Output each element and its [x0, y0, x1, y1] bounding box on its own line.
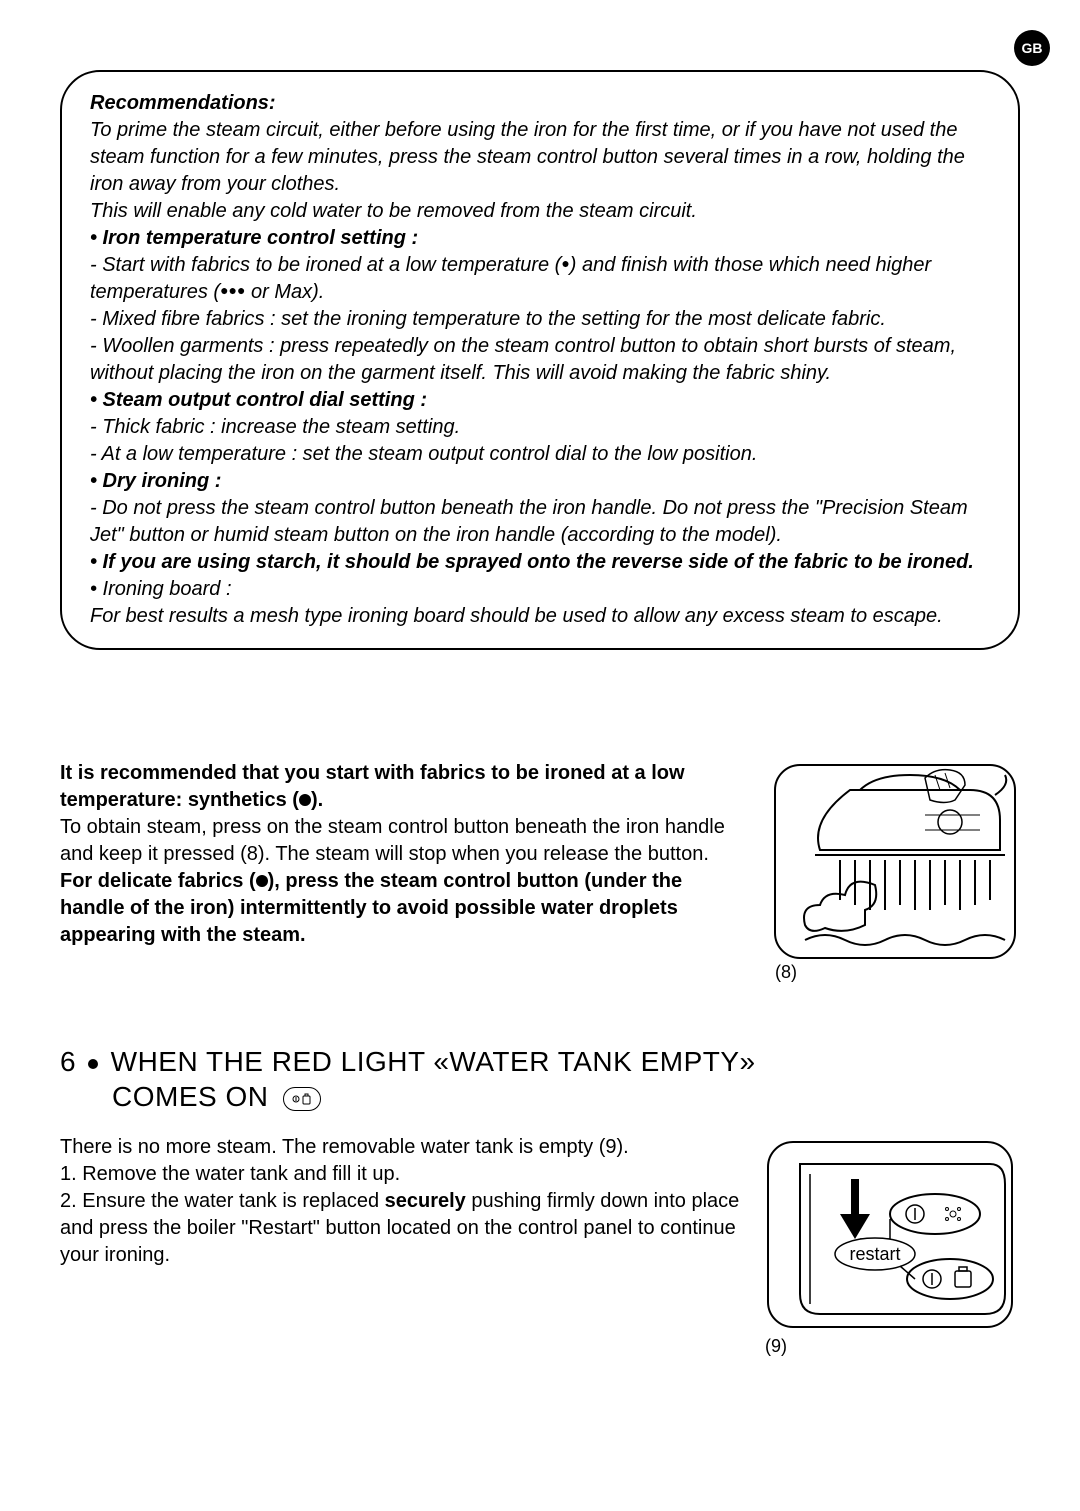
section-6-title1: WHEN THE RED LIGHT «WATER TANK EMPTY» — [111, 1046, 756, 1077]
s6-line1: There is no more steam. The removable wa… — [60, 1134, 740, 1161]
rec-intro2: This will enable any cold water to be re… — [90, 198, 990, 225]
mid-bold2-pre: For delicate fabrics ( — [60, 870, 256, 892]
rec-line2b: - At a low temperature : set the steam o… — [90, 441, 990, 468]
restart-label: restart — [849, 1244, 900, 1264]
iron-steam-diagram — [770, 760, 1020, 970]
rec-line3a: - Do not press the steam control button … — [90, 495, 990, 549]
rec-line1a-pre: - Start with fabrics to be ironed at a l… — [90, 254, 561, 276]
filled-dot-icon — [299, 794, 311, 806]
mid-bold1-pre: It is recommended that you start with fa… — [60, 762, 685, 811]
mid-text: It is recommended that you start with fa… — [60, 760, 750, 984]
s6-line3: 2. Ensure the water tank is replaced sec… — [60, 1188, 740, 1269]
filled-dot-icon — [256, 875, 268, 887]
section-6-body: There is no more steam. The removable wa… — [60, 1134, 1020, 1358]
s6-line3-pre: 2. Ensure the water tank is replaced — [60, 1190, 385, 1212]
tank-empty-icon — [283, 1087, 321, 1111]
section-6-heading: 6 WHEN THE RED LIGHT «WATER TANK EMPTY» … — [60, 1044, 1020, 1114]
dot-icon: ● — [561, 255, 569, 271]
three-dots-icon: ●●● — [220, 282, 245, 298]
rec-intro1: To prime the steam circuit, either befor… — [90, 117, 990, 198]
restart-panel-diagram: restart — [760, 1134, 1020, 1344]
figure-8: (8) — [770, 760, 1020, 984]
rec-line5a: For best results a mesh type ironing boa… — [90, 603, 990, 630]
section-6-text: There is no more steam. The removable wa… — [60, 1134, 740, 1358]
bullet-separator-icon — [88, 1059, 98, 1069]
rec-line1a-end: or Max). — [245, 281, 324, 303]
s6-line2: 1. Remove the water tank and fill it up. — [60, 1161, 740, 1188]
mid-para1: To obtain steam, press on the steam cont… — [60, 816, 725, 865]
mid-bold1: It is recommended that you start with fa… — [60, 762, 685, 811]
rec-bullet1: • Iron temperature control setting : — [90, 225, 990, 252]
gb-badge: GB — [1014, 30, 1050, 66]
recommendations-title: Recommendations: — [90, 90, 990, 117]
mid-bold2: For delicate fabrics (), press the steam… — [60, 870, 682, 946]
rec-bullet5: • Ironing board : — [90, 576, 990, 603]
rec-bullet2: • Steam output control dial setting : — [90, 387, 990, 414]
rec-line2a: - Thick fabric : increase the steam sett… — [90, 414, 990, 441]
mid-section: It is recommended that you start with fa… — [60, 760, 1020, 984]
rec-line1b: - Mixed fibre fabrics : set the ironing … — [90, 306, 990, 333]
recommendations-box: Recommendations: To prime the steam circ… — [60, 70, 1020, 650]
rec-line1a: - Start with fabrics to be ironed at a l… — [90, 252, 990, 306]
rec-bullet4: • If you are using starch, it should be … — [90, 549, 990, 576]
mid-bold1-post: ). — [311, 789, 323, 811]
section-6-title2: COMES ON — [112, 1081, 268, 1112]
s6-line3-bold: securely — [385, 1190, 466, 1212]
rec-bullet3: • Dry ironing : — [90, 468, 990, 495]
figure-9: restart (9) — [760, 1134, 1020, 1358]
rec-line1c: - Woollen garments : press repeatedly on… — [90, 333, 990, 387]
section-6-number: 6 — [60, 1044, 76, 1079]
